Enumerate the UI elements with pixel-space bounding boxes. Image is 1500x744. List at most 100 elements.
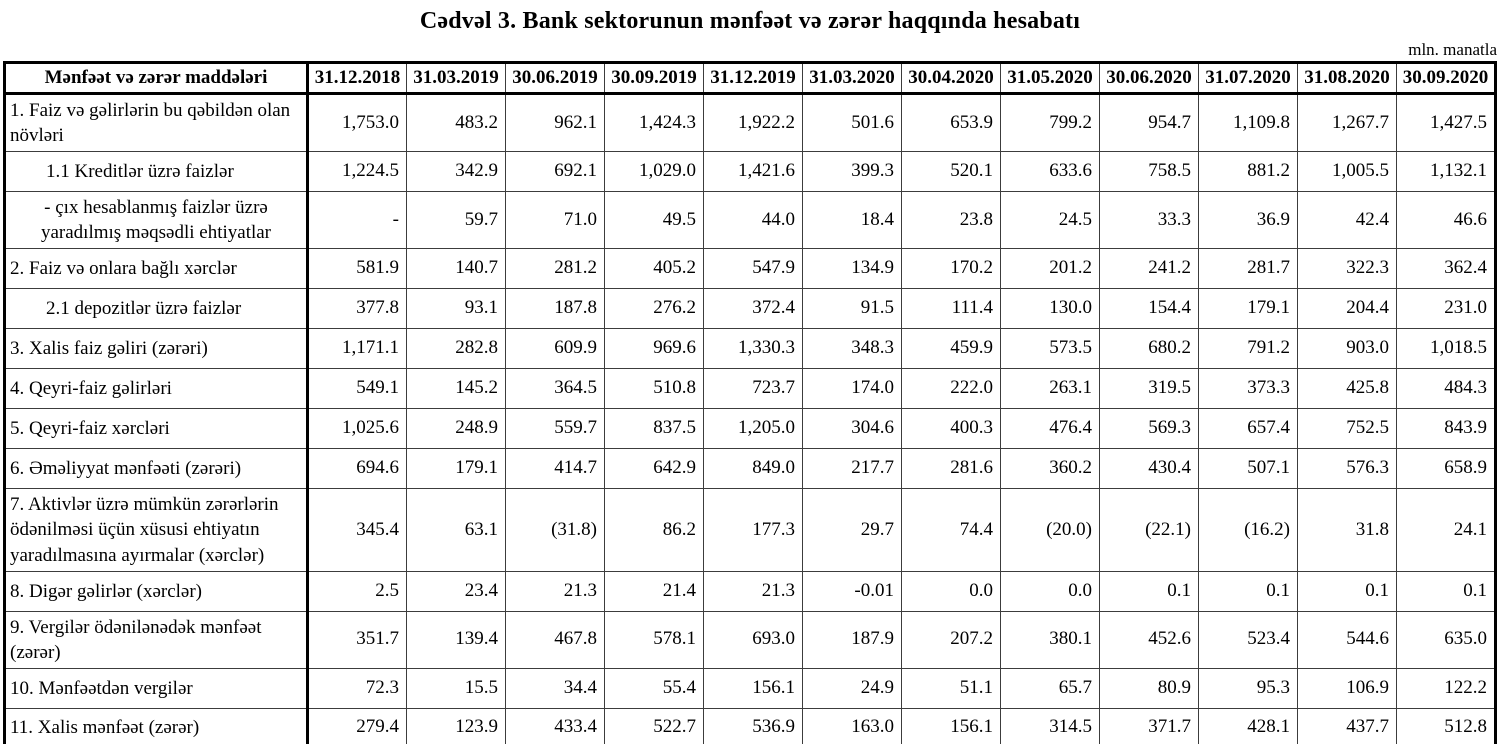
header-date: 30.06.2019 <box>505 62 605 96</box>
header-date: 31.12.2018 <box>307 62 407 96</box>
header-date: 30.09.2020 <box>1396 62 1496 96</box>
value-cell: 752.5 <box>1297 408 1397 450</box>
value-cell: 476.4 <box>1000 408 1100 450</box>
value-cell: 204.4 <box>1297 288 1397 330</box>
row-label: 1.1 Kreditlər üzrə faizlər <box>4 151 309 193</box>
value-cell: 44.0 <box>703 191 803 250</box>
value-cell: 134.9 <box>802 248 902 290</box>
row-label: - çıx hesablanmış faizlər üzrə yaradılmı… <box>4 191 309 250</box>
value-cell: 536.9 <box>703 707 803 744</box>
value-cell: 459.9 <box>901 328 1001 370</box>
header-row: Mənfəət və zərər maddələri 31.12.2018 31.0… <box>4 62 1496 96</box>
table-row: 8. Digər gəlirlər (xərclər) 2.5 23.4 21.3 21… <box>4 570 1496 612</box>
row-label: 9. Vergilər ödənilənədək mənfəət (zərər) <box>4 610 309 669</box>
value-cell: 46.6 <box>1396 191 1496 250</box>
value-cell: 145.2 <box>406 368 506 410</box>
table-row: 5. Qeyri-faiz xərcləri 1,025.6 248.9 559.7 8… <box>4 408 1496 450</box>
value-cell: 21.4 <box>604 570 704 612</box>
value-cell: 0.0 <box>1000 570 1100 612</box>
value-cell: 1,029.0 <box>604 151 704 193</box>
value-cell: 163.0 <box>802 707 902 744</box>
value-cell: 849.0 <box>703 448 803 490</box>
row-label: 8. Digər gəlirlər (xərclər) <box>4 570 309 612</box>
value-cell: 380.1 <box>1000 610 1100 669</box>
profit-loss-table: Mənfəət və zərər maddələri 31.12.2018 31.0… <box>3 61 1497 744</box>
value-cell: 954.7 <box>1099 93 1199 153</box>
value-cell: 314.5 <box>1000 707 1100 744</box>
value-cell: 425.8 <box>1297 368 1397 410</box>
value-cell: 179.1 <box>1198 288 1298 330</box>
value-cell: 372.4 <box>703 288 803 330</box>
value-cell: 507.1 <box>1198 448 1298 490</box>
header-date: 31.03.2020 <box>802 62 902 96</box>
value-cell: 23.4 <box>406 570 506 612</box>
value-cell: 281.2 <box>505 248 605 290</box>
table-row: 2.1 depozitlər üzrə faizlər 377.8 93.1 187.… <box>4 288 1496 330</box>
value-cell: 405.2 <box>604 248 704 290</box>
value-cell: 1,171.1 <box>307 328 407 370</box>
value-cell: 170.2 <box>901 248 1001 290</box>
value-cell: 31.8 <box>1297 488 1397 572</box>
value-cell: 241.2 <box>1099 248 1199 290</box>
value-cell: 377.8 <box>307 288 407 330</box>
table-row: 1.1 Kreditlər üzrə faizlər 1,224.5 342.9 69… <box>4 151 1496 193</box>
value-cell: 1,132.1 <box>1396 151 1496 193</box>
value-cell: 29.7 <box>802 488 902 572</box>
value-cell: 364.5 <box>505 368 605 410</box>
value-cell: 59.7 <box>406 191 506 250</box>
value-cell: 93.1 <box>406 288 506 330</box>
value-cell: 969.6 <box>604 328 704 370</box>
row-label: 7. Aktivlər üzrə mümkün zərərlərin ödəni… <box>4 488 309 572</box>
value-cell: 1,018.5 <box>1396 328 1496 370</box>
value-cell: 263.1 <box>1000 368 1100 410</box>
value-cell: 428.1 <box>1198 707 1298 744</box>
header-date: 30.04.2020 <box>901 62 1001 96</box>
value-cell: 559.7 <box>505 408 605 450</box>
table-row: 2. Faiz və onlara bağlı xərclər 581.9 140.… <box>4 248 1496 290</box>
value-cell: 1,427.5 <box>1396 93 1496 153</box>
value-cell: 501.6 <box>802 93 902 153</box>
value-cell: 373.3 <box>1198 368 1298 410</box>
table-row: 11. Xalis mənfəət (zərər) 279.4 123.9 433.4… <box>4 707 1496 744</box>
value-cell: 345.4 <box>307 488 407 572</box>
value-cell: 0.0 <box>901 570 1001 612</box>
table-row: 10. Mənfəətdən vergilər 72.3 15.5 34.4 55.4 1… <box>4 667 1496 709</box>
value-cell: 962.1 <box>505 93 605 153</box>
value-cell: 348.3 <box>802 328 902 370</box>
row-label: 6. Əməliyyat mənfəəti (zərəri) <box>4 448 309 490</box>
value-cell: 0.1 <box>1099 570 1199 612</box>
value-cell: 80.9 <box>1099 667 1199 709</box>
value-cell: 281.7 <box>1198 248 1298 290</box>
value-cell: 222.0 <box>901 368 1001 410</box>
header-date: 31.03.2019 <box>406 62 506 96</box>
value-cell: 430.4 <box>1099 448 1199 490</box>
value-cell: 86.2 <box>604 488 704 572</box>
value-cell: - <box>307 191 407 250</box>
value-cell: 581.9 <box>307 248 407 290</box>
value-cell: 1,424.3 <box>604 93 704 153</box>
value-cell: 24.1 <box>1396 488 1496 572</box>
table-header: Mənfəət və zərər maddələri 31.12.2018 31.0… <box>4 62 1496 96</box>
value-cell: 1,922.2 <box>703 93 803 153</box>
row-label: 4. Qeyri-faiz gəlirləri <box>4 368 309 410</box>
table-row: - çıx hesablanmış faizlər üzrə yaradılmı… <box>4 191 1496 250</box>
value-cell: 633.6 <box>1000 151 1100 193</box>
value-cell: 122.2 <box>1396 667 1496 709</box>
value-cell: 399.3 <box>802 151 902 193</box>
value-cell: 1,005.5 <box>1297 151 1397 193</box>
table-row: 1. Faiz və gəlirlərin bu qəbildən olan n… <box>4 93 1496 153</box>
value-cell: 1,267.7 <box>1297 93 1397 153</box>
value-cell: 903.0 <box>1297 328 1397 370</box>
row-label: 11. Xalis mənfəət (zərər) <box>4 707 309 744</box>
value-cell: 72.3 <box>307 667 407 709</box>
header-date: 30.06.2020 <box>1099 62 1199 96</box>
value-cell: 1,109.8 <box>1198 93 1298 153</box>
value-cell: 371.7 <box>1099 707 1199 744</box>
value-cell: 123.9 <box>406 707 506 744</box>
value-cell: 569.3 <box>1099 408 1199 450</box>
value-cell: 55.4 <box>604 667 704 709</box>
value-cell: 231.0 <box>1396 288 1496 330</box>
value-cell: 0.1 <box>1198 570 1298 612</box>
value-cell: 0.1 <box>1297 570 1397 612</box>
